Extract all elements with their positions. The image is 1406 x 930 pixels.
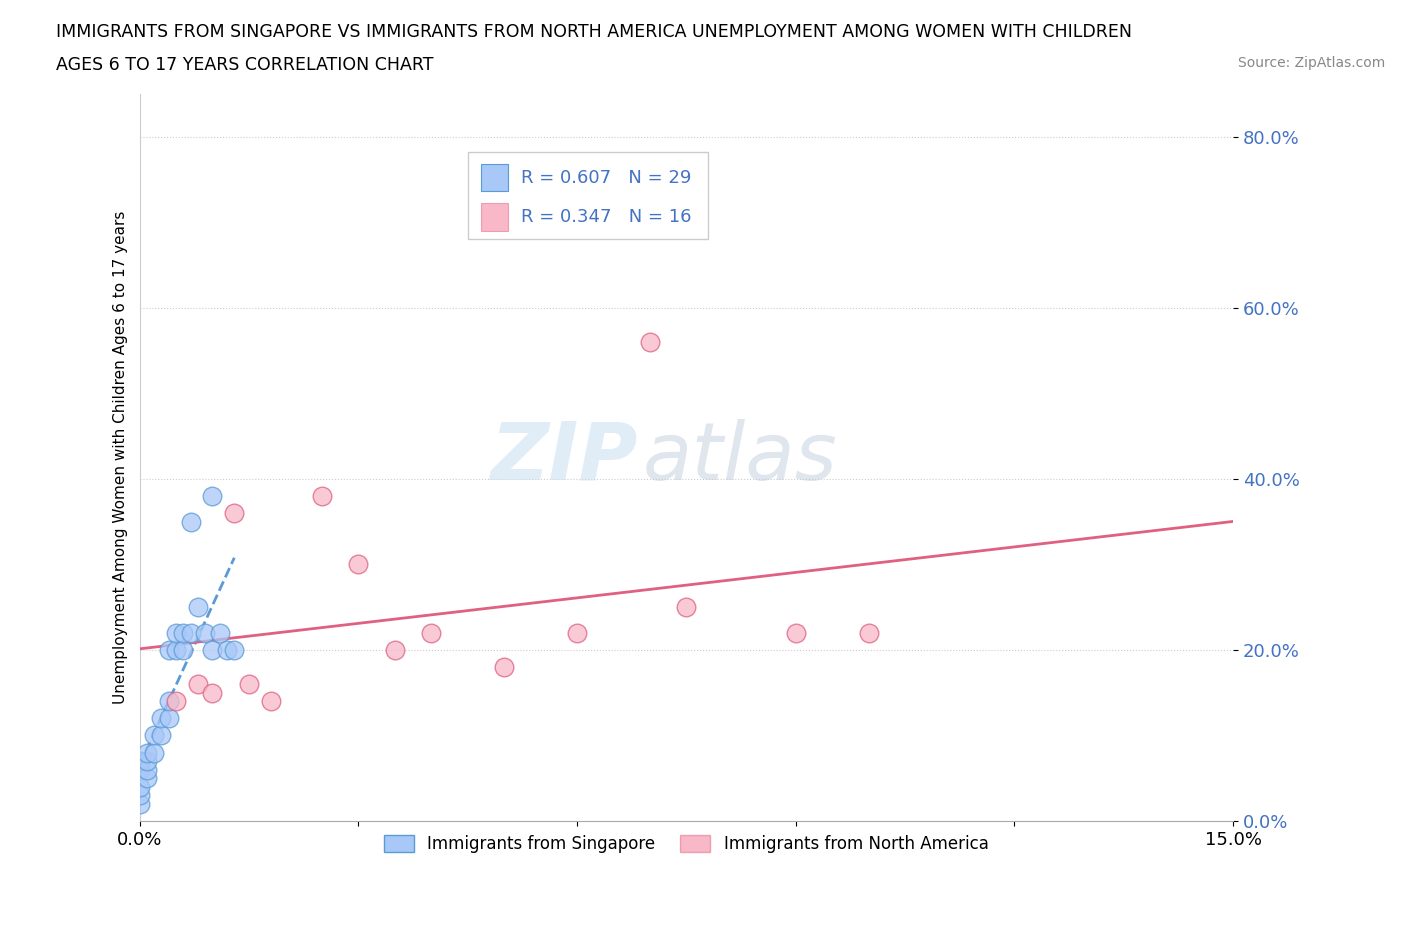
- Point: [165, 625, 187, 640]
- Legend: Immigrants from Singapore, Immigrants from North America: Immigrants from Singapore, Immigrants fr…: [377, 829, 995, 860]
- Point: [150, 711, 173, 725]
- Point: [128, 788, 150, 803]
- Point: [347, 557, 370, 572]
- Point: [785, 625, 807, 640]
- Point: [157, 711, 180, 725]
- Text: Source: ZipAtlas.com: Source: ZipAtlas.com: [1237, 56, 1385, 70]
- Point: [311, 488, 333, 503]
- Point: [172, 625, 194, 640]
- Point: [165, 694, 187, 709]
- Bar: [481, 164, 508, 192]
- Point: [187, 677, 209, 692]
- Point: [157, 694, 180, 709]
- Point: [224, 506, 246, 521]
- Text: AGES 6 TO 17 YEARS CORRELATION CHART: AGES 6 TO 17 YEARS CORRELATION CHART: [56, 56, 433, 73]
- Point: [858, 625, 880, 640]
- Point: [194, 625, 217, 640]
- Text: atlas: atlas: [643, 418, 838, 497]
- Point: [143, 728, 166, 743]
- Point: [135, 753, 157, 768]
- Point: [201, 488, 224, 503]
- Point: [135, 763, 157, 777]
- Point: [165, 643, 187, 658]
- Point: [208, 625, 231, 640]
- Point: [384, 643, 406, 658]
- Text: ZIP: ZIP: [489, 418, 637, 497]
- Point: [180, 514, 202, 529]
- Point: [420, 625, 443, 640]
- Point: [150, 728, 173, 743]
- Point: [675, 600, 697, 615]
- Point: [201, 643, 224, 658]
- Point: [187, 600, 209, 615]
- Text: R = 0.607   N = 29: R = 0.607 N = 29: [522, 168, 692, 187]
- Point: [638, 335, 661, 350]
- Text: R = 0.347   N = 16: R = 0.347 N = 16: [522, 208, 692, 226]
- Point: [565, 625, 588, 640]
- Point: [128, 796, 150, 811]
- Point: [260, 694, 283, 709]
- Point: [201, 685, 224, 700]
- Point: [128, 779, 150, 794]
- Point: [492, 659, 515, 674]
- Bar: [468, 153, 709, 239]
- Y-axis label: Unemployment Among Women with Children Ages 6 to 17 years: Unemployment Among Women with Children A…: [114, 211, 128, 704]
- Point: [215, 643, 238, 658]
- Point: [157, 643, 180, 658]
- Point: [135, 771, 157, 786]
- Bar: [481, 203, 508, 231]
- Point: [143, 745, 166, 760]
- Point: [224, 643, 246, 658]
- Point: [128, 763, 150, 777]
- Text: IMMIGRANTS FROM SINGAPORE VS IMMIGRANTS FROM NORTH AMERICA UNEMPLOYMENT AMONG WO: IMMIGRANTS FROM SINGAPORE VS IMMIGRANTS …: [56, 23, 1132, 41]
- Point: [238, 677, 260, 692]
- Point: [172, 643, 194, 658]
- Point: [128, 753, 150, 768]
- Point: [135, 745, 157, 760]
- Point: [180, 625, 202, 640]
